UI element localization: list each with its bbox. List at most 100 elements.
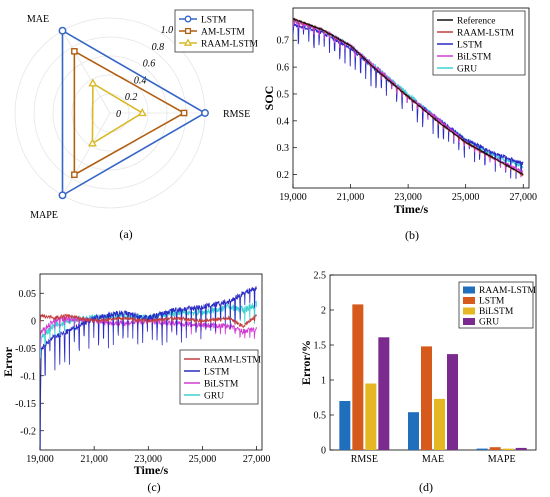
legend-entry: RAAM-LSTM xyxy=(201,39,259,49)
radar-point-marker xyxy=(87,138,97,147)
legend-entry: BiLSTM xyxy=(479,307,514,317)
x-tick-label: 27,000 xyxy=(509,192,537,203)
series-line xyxy=(293,17,524,176)
y-tick-label: 0.6 xyxy=(277,63,290,74)
legend-marker xyxy=(184,27,192,35)
y-axis-title: Error/% xyxy=(299,340,313,385)
bar xyxy=(421,346,432,450)
bar xyxy=(408,412,419,450)
radar-tick-label: 0.4 xyxy=(134,75,147,86)
series-line xyxy=(40,300,257,359)
x-tick-label: RMSE xyxy=(351,454,378,465)
radar-point-marker xyxy=(71,171,78,179)
radar-tick-label: 0 xyxy=(116,109,121,120)
bar xyxy=(365,383,377,450)
x-tick-label: 27,000 xyxy=(243,454,271,465)
radar-axis-label: RMSE xyxy=(223,109,250,120)
legend-swatch xyxy=(463,307,475,315)
radar-grid-spoke xyxy=(62,112,111,196)
legend-entry: AM-LSTM xyxy=(201,27,245,37)
x-tick-label: 25,000 xyxy=(452,192,480,203)
plot-frame xyxy=(292,7,530,189)
x-tick-label: MAPE xyxy=(488,454,516,465)
y-tick-label: 1.5 xyxy=(314,341,327,352)
legend-entry: GRU xyxy=(479,318,499,328)
legend-swatch xyxy=(463,286,475,294)
bar xyxy=(476,448,488,450)
radar-tick-label: 0.2 xyxy=(125,92,137,103)
radar-point-marker xyxy=(137,107,147,117)
radar-point-marker xyxy=(180,109,188,117)
panel-label: (b) xyxy=(405,228,419,242)
x-tick-label: 19,000 xyxy=(279,192,307,203)
bar xyxy=(447,354,458,450)
y-tick-label: 0 xyxy=(31,316,36,327)
x-tick-label: MAE xyxy=(422,454,444,465)
legend-entry: LSTM xyxy=(479,297,505,307)
legend-entry: LSTM xyxy=(457,40,483,50)
legend-marker xyxy=(184,15,192,23)
y-tick-label: 0.5 xyxy=(277,89,290,100)
radar-point-marker xyxy=(88,78,98,87)
y-tick-label: 0.5 xyxy=(314,411,327,422)
x-tick-label: 25,000 xyxy=(189,454,217,465)
panel-label: (a) xyxy=(119,227,132,241)
y-tick-label: 0.4 xyxy=(277,116,290,127)
y-tick-label: -0.2 xyxy=(20,426,36,437)
radar-point-marker xyxy=(58,191,67,200)
y-tick-label: 2 xyxy=(321,306,326,317)
bar xyxy=(339,401,351,450)
series-line xyxy=(40,313,257,329)
y-tick-label: 0 xyxy=(321,446,326,457)
bar xyxy=(515,447,527,450)
legend-entry: RAAM-LSTM xyxy=(204,355,262,365)
x-tick-label: 19,000 xyxy=(26,454,54,465)
legend-swatch xyxy=(463,318,475,325)
legend-entry: LSTM xyxy=(201,15,227,25)
panel-b-soc-chart: 19,000 21,000 23,000 25,000 27,000 0.2 0.3 0.4 0… xyxy=(262,7,537,242)
x-axis-title: Time/s xyxy=(134,463,169,477)
x-tick-label: 23,000 xyxy=(394,192,422,203)
radar-point-marker xyxy=(71,47,78,55)
y-axis-title: SOC xyxy=(262,86,276,111)
x-tick-label: 21,000 xyxy=(80,454,108,465)
radar-tick-label: 1.0 xyxy=(161,25,174,36)
radar-tick-label: 0.6 xyxy=(143,59,156,70)
y-tick-label: -0.05 xyxy=(15,344,36,355)
y-tick-label: 0.7 xyxy=(277,36,290,47)
legend-entry: LSTM xyxy=(204,367,230,377)
radar-series-line xyxy=(61,29,207,197)
radar-point-marker xyxy=(201,109,209,117)
x-tick-label: 21,000 xyxy=(337,192,365,203)
legend-entry: GRU xyxy=(204,391,224,401)
radar-point-marker xyxy=(58,26,67,35)
y-tick-label: 0.2 xyxy=(277,170,290,181)
y-tick-label: -0.15 xyxy=(15,399,36,410)
legend-entry: GRU xyxy=(457,64,477,74)
y-tick-label: 2.5 xyxy=(314,271,327,282)
radar-axis-label: MAE xyxy=(27,14,49,25)
panel-label: (d) xyxy=(419,480,433,494)
radar-grid-spoke xyxy=(62,30,111,114)
y-tick-label: -0.1 xyxy=(20,371,36,382)
y-tick-label: 0.05 xyxy=(19,289,37,300)
x-tick-label: 23,000 xyxy=(135,454,163,465)
legend-entry: RAAM-LSTM xyxy=(479,286,537,296)
legend-marker xyxy=(183,38,193,46)
y-tick-label: 0.3 xyxy=(277,143,290,154)
radar-series-line xyxy=(91,81,144,145)
bar xyxy=(352,304,364,450)
radar-series-line xyxy=(73,49,186,177)
series-line xyxy=(40,286,257,450)
panel-c-error-chart: 19,000 21,000 23,000 25,000 27,000 -0.2 -0.15 -… xyxy=(1,273,271,494)
legend-entry: Reference xyxy=(457,15,496,26)
bar xyxy=(502,448,514,450)
legend-swatch xyxy=(463,297,475,304)
bar xyxy=(434,398,445,450)
panel-d-bar-chart: 0 0.5 1 1.5 2 2.5 RMSE MAE MAPE RAAM-LSTMLSTMBiLS… xyxy=(299,271,537,495)
plot-frame xyxy=(39,273,263,451)
panel-a-radar: 0 0.2 0.4 0.6 0.8 1.0 MAE RMSE MAPE LSTM AM-LSTM RA… xyxy=(14,9,259,241)
x-axis-title: Time/s xyxy=(394,202,429,216)
plot-frame xyxy=(329,274,537,451)
